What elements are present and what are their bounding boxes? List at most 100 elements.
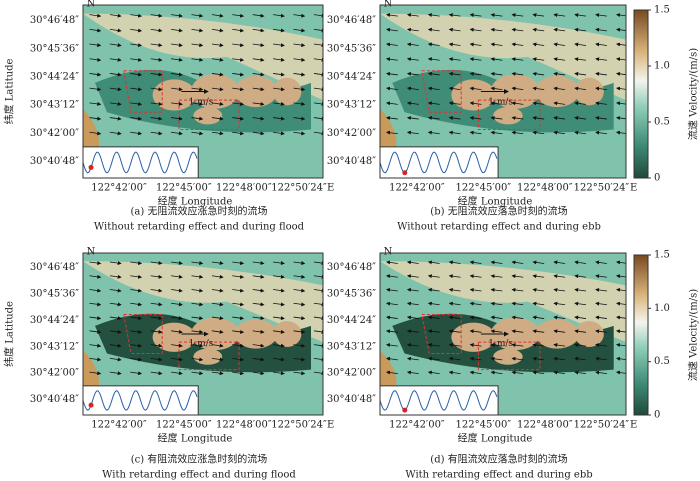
arrow [232,274,245,279]
arrow [130,302,143,307]
x-axis-label: 经度 Longitude [458,432,533,445]
arrow [109,101,122,106]
north-label: N [384,0,393,10]
arrow [89,371,102,376]
arrow [211,116,224,121]
arrow [273,371,285,376]
arrow [532,287,545,292]
arrow [532,13,545,18]
x-tick-label: 122°45′00″ [156,183,212,194]
arrow [313,357,323,362]
y-tick-label: 30°45′36″ [30,288,79,299]
x-axis-label: 经度 Longitude [158,195,233,208]
arrow [293,371,306,376]
y-tick-label: 30°43′12″ [327,100,376,111]
arrow [448,274,461,279]
island [574,77,604,106]
arrow [386,315,398,320]
arrow [406,71,419,76]
arrow [427,356,440,361]
shoal [83,261,323,343]
arrow [191,116,204,121]
arrow [130,274,143,279]
arrow [232,43,245,48]
arrow [595,130,607,135]
arrow [130,131,143,136]
tide-dot [402,170,408,176]
arrow [448,356,461,361]
arrow [109,116,122,121]
arrow [511,86,524,91]
arrow [89,357,102,362]
arrow [553,301,566,306]
y-tick-label: 30°44′24″ [327,71,376,82]
arrow [191,101,204,106]
arrow [89,343,102,348]
arrow [293,87,306,92]
y-tick-label: 30°43′12″ [30,100,79,111]
arrow [171,101,183,106]
arrow [171,43,183,48]
arrow [89,87,102,92]
arrow [293,43,306,48]
arrow [232,131,245,136]
arrow [448,42,461,47]
x-tick-label: 122°50′24″ [574,183,630,194]
island [193,107,223,125]
arrow [150,357,163,362]
arrow [448,116,461,120]
arrow [293,28,306,33]
arrow [553,71,566,76]
arrow [252,28,265,33]
arrow [511,130,524,135]
arrow [232,343,245,348]
arrow [448,27,461,32]
arrow [171,329,183,334]
arrow [427,86,440,91]
arrow [313,329,323,334]
arrow [490,343,503,348]
arrow [406,287,419,292]
arrow [406,57,419,62]
arrow [191,13,204,18]
arrow [171,302,183,307]
scale-label: 1 m/s [488,97,513,107]
arrow [469,101,482,106]
tide-dot [402,407,408,413]
arrow [293,288,306,293]
frame [82,252,324,416]
arrow [232,316,245,321]
arrow [553,370,566,375]
arrow [574,116,587,120]
arrow [313,43,323,48]
arrow [313,57,323,62]
arrow [313,87,323,92]
arrow [150,316,163,321]
arrow [490,287,503,292]
arrow [469,343,482,348]
arrow [232,13,245,18]
arrow [273,72,285,77]
arrow [150,87,163,92]
arrow [595,301,607,306]
arrow [252,116,265,121]
colorbar-tick-label: 1.0 [654,61,670,72]
arrow [109,261,122,266]
arrow [109,357,122,362]
arrow [171,87,183,92]
arrow [171,57,183,62]
arrow [191,371,204,376]
arrow [293,57,306,62]
arrow [89,116,102,121]
arrow [150,329,163,334]
arrow [469,370,482,375]
tide-curve [380,390,498,411]
island [490,74,540,109]
arrow [89,131,102,136]
east-label: E [327,420,334,431]
arrow [511,116,524,120]
y-tick-label: 30°45′36″ [327,288,376,299]
arrow [532,356,545,361]
arrow [313,302,323,307]
